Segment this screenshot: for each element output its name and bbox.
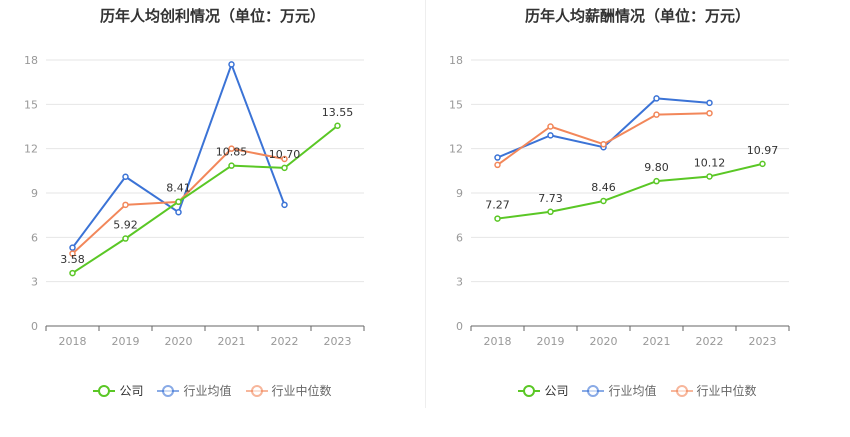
legend-swatch-industry-avg xyxy=(582,384,605,398)
data-point-industry-median xyxy=(706,109,713,117)
data-point-industry-avg xyxy=(175,208,182,216)
data-point-company xyxy=(122,235,129,242)
data-point-company xyxy=(547,208,554,216)
profit-chart-plot: 0 3 6 9 12 15 18 2018 2019 2020 2021 2022 2023 3.58 5.… xyxy=(24,54,365,348)
legend-label: 行业均值 xyxy=(608,384,657,398)
data-point-industry-avg xyxy=(281,201,288,209)
data-point-company xyxy=(653,177,660,185)
legend-label: 行业中位数 xyxy=(696,384,757,398)
x-tick-label: 2018 xyxy=(59,335,87,348)
x-tick-label: 2021 xyxy=(643,335,671,348)
legend-item-industry-median[interactable]: 行业中位数 xyxy=(670,382,757,399)
legend-label: 公司 xyxy=(119,384,144,398)
data-point-company xyxy=(228,162,235,169)
data-point-industry-avg xyxy=(706,99,713,107)
data-point-industry-avg xyxy=(228,61,235,68)
x-tick-label: 2020 xyxy=(165,335,193,348)
data-point-industry-median xyxy=(494,161,501,169)
data-point-industry-avg xyxy=(69,244,76,251)
data-point-company xyxy=(334,122,341,130)
data-point-company xyxy=(600,197,607,205)
legend-item-industry-median[interactable]: 行业中位数 xyxy=(245,382,332,399)
data-label: 5.92 xyxy=(113,219,138,232)
data-point-industry-avg xyxy=(653,95,660,102)
y-tick-label: 15 xyxy=(449,98,463,111)
y-tick-label: 3 xyxy=(31,276,38,289)
data-point-industry-median xyxy=(547,123,554,130)
y-tick-label: 0 xyxy=(456,320,463,333)
y-tick-label: 12 xyxy=(24,143,38,156)
data-point-industry-median xyxy=(281,155,288,163)
y-tick-label: 18 xyxy=(449,54,463,67)
legend-swatch-company xyxy=(518,384,541,398)
data-point-industry-median xyxy=(69,250,76,257)
x-tick-label: 2023 xyxy=(324,335,352,348)
x-tick-label: 2018 xyxy=(484,335,512,348)
chart-title: 历年人均薪酬情况（单位：万元） xyxy=(524,7,750,25)
legend-swatch-industry-median xyxy=(245,384,268,398)
legend-item-company[interactable]: 公司 xyxy=(518,382,568,399)
data-label: 10.85 xyxy=(216,146,248,159)
y-tick-label: 12 xyxy=(449,143,463,156)
data-point-industry-avg xyxy=(122,173,129,180)
chart-title: 历年人均创利情况（单位：万元） xyxy=(99,7,325,25)
data-label: 8.46 xyxy=(591,181,616,194)
legend-item-company[interactable]: 公司 xyxy=(93,382,143,399)
data-label: 7.73 xyxy=(538,192,563,205)
series-line-industry-avg xyxy=(71,63,286,249)
x-tick-label: 2019 xyxy=(112,335,140,348)
data-label: 10.70 xyxy=(269,148,301,161)
data-label: 10.97 xyxy=(747,144,779,157)
panel-divider xyxy=(425,0,426,408)
legend-swatch-company xyxy=(93,384,116,398)
series-line-company xyxy=(497,162,763,220)
x-tick-label: 2020 xyxy=(590,335,618,348)
data-label: 13.55 xyxy=(322,106,354,119)
legend-swatch-industry-median xyxy=(670,384,693,398)
y-tick-label: 9 xyxy=(456,187,463,200)
y-tick-label: 0 xyxy=(31,320,38,333)
chart-legend: 公司 行业均值 行业中位数 xyxy=(425,382,850,399)
y-tick-label: 6 xyxy=(31,231,38,244)
data-point-industry-avg xyxy=(547,132,554,139)
data-point-company xyxy=(706,173,713,180)
legend-item-industry-avg[interactable]: 行业均值 xyxy=(582,382,657,399)
data-label: 8.41 xyxy=(166,182,191,195)
data-point-industry-avg xyxy=(494,154,501,161)
data-point-company xyxy=(69,269,76,277)
profit-chart-panel: 历年人均创利情况（单位：万元） 0 3 6 9 12 15 18 2018 2019 2020 20… xyxy=(0,7,425,399)
data-point-industry-median xyxy=(228,145,235,152)
data-label: 10.12 xyxy=(694,156,726,169)
data-point-company xyxy=(281,164,288,172)
salary-chart-plot: 0 3 6 9 12 15 18 2018 2019 2020 2021 2022 2023 7.27 7.… xyxy=(449,54,790,348)
x-tick-label: 2022 xyxy=(696,335,724,348)
data-point-industry-median xyxy=(600,140,607,148)
legend-label: 行业均值 xyxy=(183,384,232,398)
y-tick-label: 9 xyxy=(31,187,38,200)
data-label: 3.58 xyxy=(60,253,85,266)
x-tick-label: 2023 xyxy=(749,335,777,348)
y-tick-label: 6 xyxy=(456,231,463,244)
data-point-industry-median xyxy=(122,201,129,209)
data-point-company xyxy=(494,215,501,222)
y-tick-label: 18 xyxy=(24,54,38,67)
data-label: 7.27 xyxy=(485,199,510,212)
data-label: 9.80 xyxy=(644,161,669,174)
chart-legend: 公司 行业均值 行业中位数 xyxy=(0,382,425,399)
data-point-industry-median xyxy=(653,111,660,118)
y-tick-label: 15 xyxy=(24,98,38,111)
legend-label: 行业中位数 xyxy=(271,384,332,398)
data-point-company xyxy=(175,198,182,205)
salary-chart-panel: 历年人均薪酬情况（单位：万元） 0 3 6 9 12 15 18 2018 2019 2020 20… xyxy=(425,0,850,437)
x-tick-label: 2021 xyxy=(218,335,246,348)
legend-label: 公司 xyxy=(544,384,569,398)
y-tick-label: 3 xyxy=(456,276,463,289)
x-tick-label: 2019 xyxy=(537,335,565,348)
legend-swatch-industry-avg xyxy=(157,384,180,398)
data-point-company xyxy=(759,160,766,168)
series-line-company xyxy=(71,124,339,274)
series-line-industry-median xyxy=(496,112,710,166)
legend-item-industry-avg[interactable]: 行业均值 xyxy=(157,382,232,399)
x-tick-label: 2022 xyxy=(271,335,299,348)
